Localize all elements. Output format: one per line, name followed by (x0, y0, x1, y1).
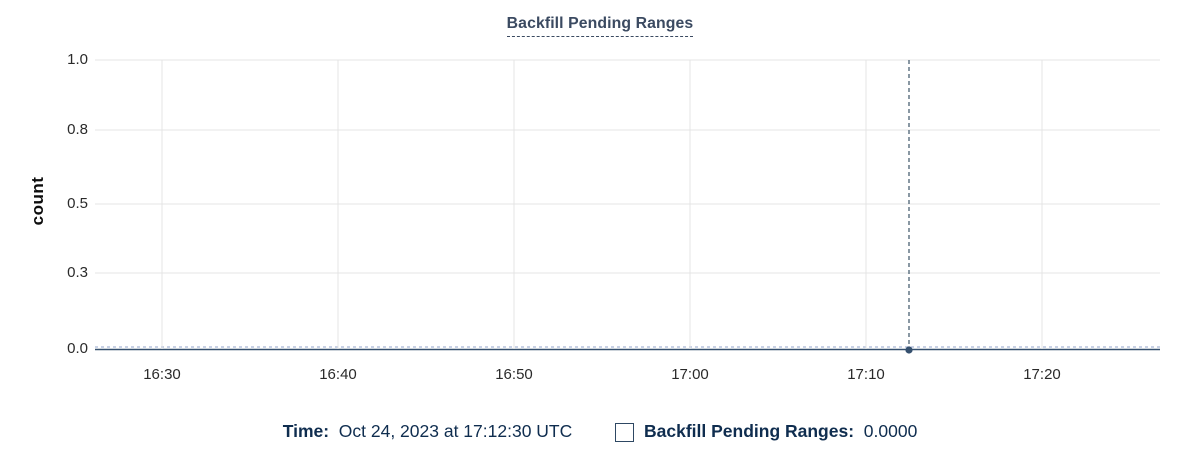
svg-text:0.5: 0.5 (67, 195, 88, 212)
svg-text:17:20: 17:20 (1023, 366, 1061, 383)
svg-text:17:00: 17:00 (671, 366, 709, 383)
svg-text:16:40: 16:40 (319, 366, 357, 383)
svg-text:17:10: 17:10 (847, 366, 885, 383)
svg-text:1.0: 1.0 (67, 51, 88, 68)
svg-text:0.3: 0.3 (67, 264, 88, 281)
svg-text:16:30: 16:30 (143, 366, 181, 383)
svg-text:0.0: 0.0 (67, 340, 88, 357)
svg-text:16:50: 16:50 (495, 366, 533, 383)
svg-text:0.8: 0.8 (67, 121, 88, 138)
